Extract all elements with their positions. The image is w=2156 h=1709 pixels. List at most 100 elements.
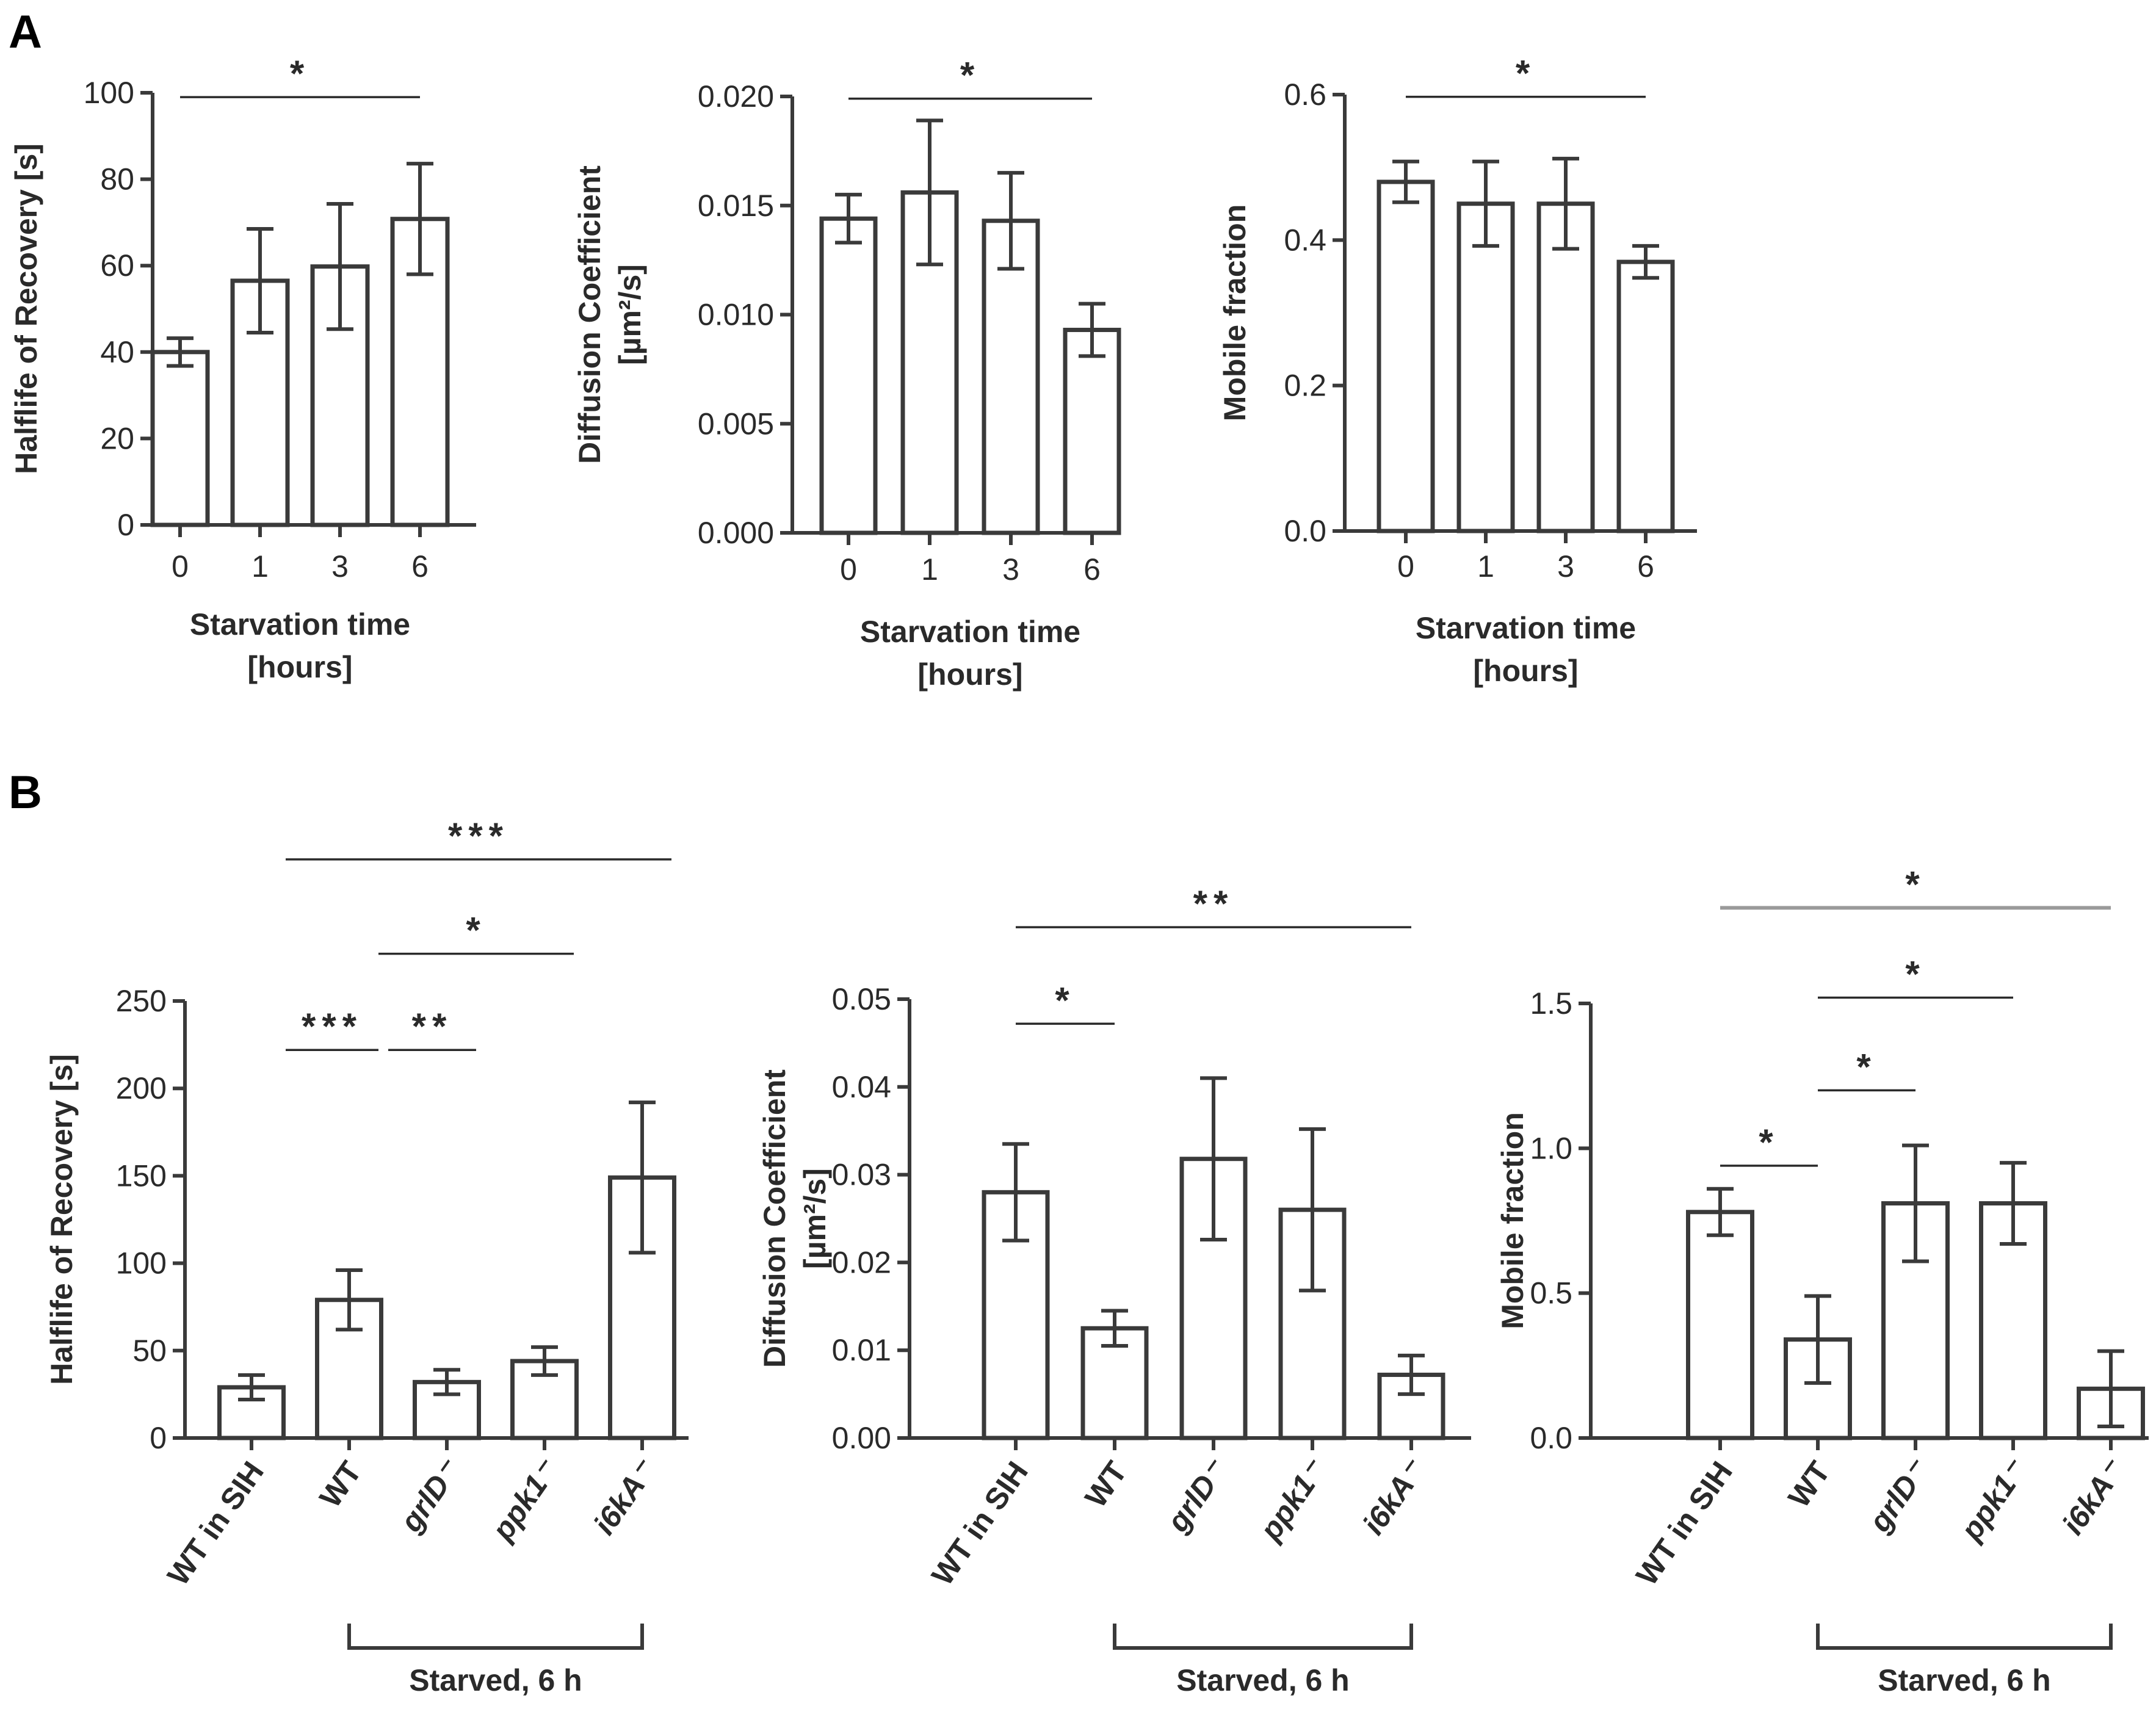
x-category-label: ppk1⁻ [1953, 1453, 2034, 1547]
bar [1616, 259, 1675, 533]
y-tick-label: 0.0 [1530, 1421, 1572, 1455]
chart-3: 0.0 0.2 0.4 0.6 0 1 3 6 Mobile fraction Starvatio… [1218, 53, 1697, 688]
significance-stars: ** [1193, 883, 1234, 924]
y-tick-label: 250 [116, 984, 167, 1018]
y-tick-label: 0.05 [832, 982, 891, 1016]
x-axis-title: Starvation time [190, 607, 410, 641]
starved-label: Starved, 6 h [1176, 1663, 1349, 1697]
panel-letter-b: B [9, 767, 42, 818]
bar [1686, 1210, 1754, 1440]
y-tick-label: 100 [116, 1246, 167, 1281]
x-category-label: WT in SIH [161, 1455, 270, 1591]
y-tick-label: 0.015 [698, 189, 774, 223]
y-tick-label: 0.01 [832, 1333, 891, 1367]
y-tick-label: 100 [84, 76, 134, 110]
starved-label: Starved, 6 h [1878, 1663, 2050, 1697]
y-tick-label: 0.2 [1284, 369, 1326, 403]
x-category-label: 6 [1637, 549, 1654, 584]
significance-stars: * [960, 55, 980, 96]
x-axis-title: [hours] [917, 657, 1022, 692]
x-category-label: grlD⁻ [1160, 1453, 1234, 1538]
x-category-label: 1 [1477, 549, 1494, 584]
y-axis-title: Halflife of Recovery [s] [9, 143, 43, 474]
x-category-label: i6kA⁻ [2055, 1453, 2131, 1541]
x-category-label: ppk1⁻ [1253, 1453, 1333, 1547]
y-tick-label: 200 [116, 1071, 167, 1105]
x-category-label: 1 [251, 549, 269, 584]
chart-2: 0.000 0.005 0.010 0.015 0.020 0 1 3 6 Diffusion C… [573, 55, 1121, 692]
y-tick-label: 40 [100, 335, 134, 369]
x-category-label: i6kA⁻ [1356, 1453, 1431, 1541]
y-tick-label: 0 [150, 1421, 167, 1455]
chart-6: 0.0 0.5 1.0 1.5 WT in SIH WT grlD⁻ ppk1⁻ i6kA⁻ Mo… [1496, 864, 2149, 1697]
y-tick-label: 60 [100, 248, 134, 283]
x-axis-title: [hours] [1473, 654, 1578, 688]
y-axis-title: Mobile fraction [1218, 204, 1252, 422]
y-tick-label: 50 [132, 1334, 167, 1368]
significance-stars: * [1905, 954, 1925, 995]
y-tick-label: 20 [100, 421, 134, 455]
y-tick-label: 0.04 [832, 1070, 891, 1104]
bar [819, 216, 878, 535]
y-tick-label: 0.5 [1530, 1276, 1572, 1310]
y-tick-label: 1.0 [1530, 1131, 1572, 1165]
y-tick-label: 0.00 [832, 1421, 891, 1455]
x-category-label: i6kA⁻ [587, 1453, 662, 1541]
panel-letter-a: A [9, 6, 42, 58]
starved-bracket [1113, 1624, 1413, 1650]
x-axis-title: Starvation time [1416, 611, 1636, 645]
significance-stars: *** [302, 1006, 363, 1047]
y-tick-label: 0 [117, 508, 134, 542]
x-axis-title: [hours] [247, 650, 352, 684]
x-category-label: 3 [331, 549, 349, 584]
y-axis-title: Diffusion Coefficient [573, 165, 607, 464]
starved-label: Starved, 6 h [409, 1663, 582, 1697]
y-tick-label: 80 [100, 162, 134, 197]
significance-stars: * [1856, 1046, 1876, 1087]
x-category-label: 6 [1083, 552, 1101, 587]
y-tick-label: 1.5 [1530, 986, 1572, 1021]
bar [1536, 201, 1595, 533]
y-tick-label: 0.6 [1284, 78, 1326, 112]
y-tick-label: 0.02 [832, 1245, 891, 1279]
x-category-label: 0 [840, 552, 857, 587]
chart-4: 0 50 100 150 200 250 WT in SIH WT grlD⁻ ppk1⁻ i6kA… [45, 815, 689, 1697]
x-category-label: WT [1079, 1455, 1134, 1514]
x-category-label: 0 [1397, 549, 1414, 584]
x-category-label: 3 [1557, 549, 1574, 584]
x-category-label: 1 [921, 552, 938, 587]
chart-5: 0.00 0.01 0.02 0.03 0.04 0.05 WT in SIH WT grlD⁻… [758, 883, 1471, 1697]
y-axis-title: [µm²/s] [798, 1168, 832, 1269]
y-tick-label: 0.020 [698, 79, 774, 114]
bar [315, 1298, 383, 1440]
y-tick-label: 0.000 [698, 516, 774, 550]
x-category-label: grlD⁻ [1862, 1453, 1936, 1538]
x-axis-title: Starvation time [860, 615, 1080, 649]
significance-stars: ** [412, 1006, 453, 1047]
bar [1456, 201, 1515, 533]
significance-stars: * [290, 53, 310, 94]
bar [900, 190, 959, 535]
significance-stars: * [1905, 864, 1925, 905]
y-tick-label: 150 [116, 1158, 167, 1193]
x-category-label: 0 [172, 549, 189, 584]
x-category-label: 6 [411, 549, 429, 584]
y-tick-label: 0.0 [1284, 514, 1326, 548]
x-category-label: WT [1782, 1455, 1837, 1514]
y-tick-label: 0.010 [698, 298, 774, 332]
significance-stars: * [1759, 1122, 1779, 1163]
chart-1: 0 20 40 60 80 100 0 1 3 6 Halflife of Recovery [s]… [9, 53, 476, 684]
x-category-label: WT in SIH [925, 1455, 1035, 1591]
y-tick-label: 0.4 [1284, 223, 1326, 257]
significance-stars: *** [448, 815, 509, 856]
x-category-label: WT in SIH [1629, 1455, 1739, 1591]
significance-stars: * [1516, 53, 1536, 94]
x-category-label: ppk1⁻ [485, 1453, 565, 1547]
y-axis-title: [µm²/s] [613, 264, 647, 365]
bar [1063, 328, 1121, 535]
x-category-label: 3 [1002, 552, 1019, 587]
y-axis-title: Diffusion Coefficient [758, 1069, 792, 1368]
x-category-label: WT [313, 1455, 368, 1514]
